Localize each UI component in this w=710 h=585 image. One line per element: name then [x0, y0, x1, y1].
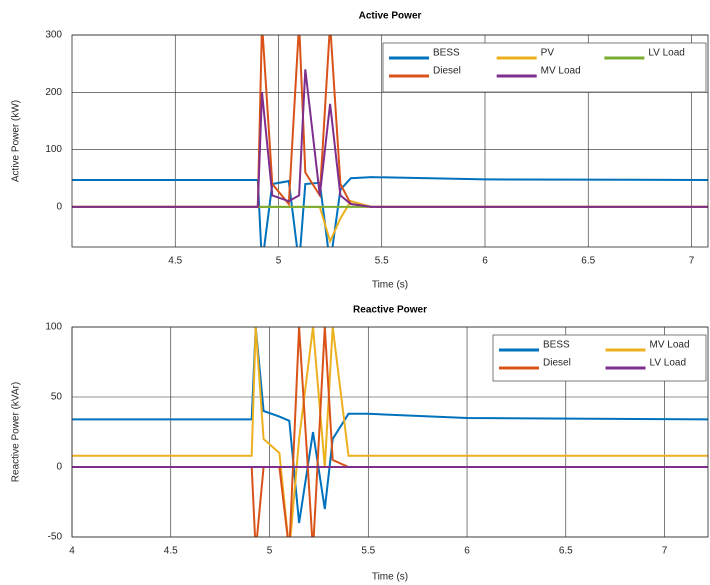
legend-box: [382, 42, 707, 93]
axes-box: [71, 326, 709, 538]
y-axis-label: Active Power (kW): [11, 100, 22, 182]
x-tick-label: 6: [464, 546, 470, 557]
legend-label: Diesel: [433, 66, 461, 77]
x-tick-label: 6.5: [581, 256, 595, 267]
line: [72, 327, 708, 537]
legend-label: BESS: [543, 340, 570, 351]
y-tick-label: 200: [45, 87, 62, 98]
legend-label: PV: [541, 48, 555, 59]
y-tick-label: 50: [51, 392, 63, 403]
axes-box: [71, 34, 709, 248]
x-tick-label: 7: [662, 546, 668, 557]
chart-title: Reactive Power: [353, 305, 427, 316]
x-tick-label: 6: [482, 256, 488, 267]
y-tick-label: 0: [56, 202, 62, 213]
x-tick-label: 4.5: [164, 546, 178, 557]
series-group: [72, 35, 708, 247]
x-tick-label: 4.5: [168, 256, 182, 267]
y-tick-label: -50: [48, 532, 63, 543]
legend-box: [492, 334, 707, 382]
legend-label: BESS: [433, 48, 460, 59]
legend-label: MV Load: [650, 340, 690, 351]
legend-label: LV Load: [648, 48, 685, 59]
x-tick-label: 5.5: [375, 256, 389, 267]
legend-label: MV Load: [541, 66, 581, 77]
y-tick-label: 0: [56, 462, 62, 473]
x-tick-label: 5: [267, 546, 273, 557]
x-tick-label: 7: [689, 256, 695, 267]
series-group: [72, 327, 708, 537]
x-tick-label: 4: [69, 546, 75, 557]
line: [72, 69, 708, 208]
y-tick-label: 300: [45, 30, 62, 41]
y-axis-label: Reactive Power (kVAr): [11, 382, 22, 482]
x-tick-label: 5.5: [361, 546, 375, 557]
legend-label: LV Load: [650, 358, 687, 369]
x-tick-label: 5: [276, 256, 282, 267]
legend-label: Diesel: [543, 358, 571, 369]
x-axis-label: Time (s): [372, 280, 408, 291]
y-tick-label: 100: [45, 144, 62, 155]
y-tick-label: 100: [45, 322, 62, 333]
x-tick-label: 6.5: [559, 546, 573, 557]
x-axis-label: Time (s): [372, 572, 408, 583]
chart-title: Active Power: [359, 11, 422, 22]
